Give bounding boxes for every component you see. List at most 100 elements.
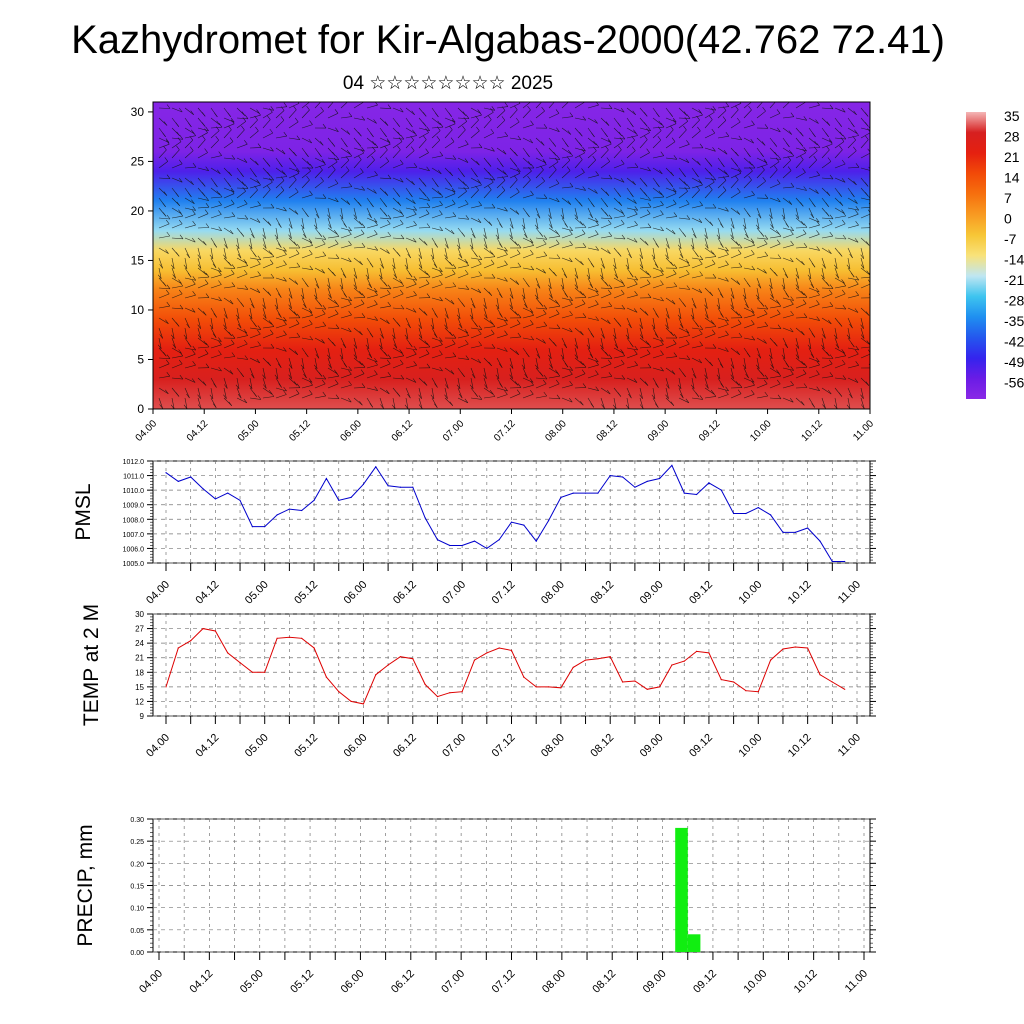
wind-barb-flag <box>387 104 392 109</box>
wind-barb <box>236 377 240 389</box>
wind-barb-flag <box>384 191 389 196</box>
wind-barb <box>704 177 716 181</box>
wind-barb-flag <box>491 203 496 209</box>
wind-barb <box>405 387 411 399</box>
pmsl-point <box>510 521 513 523</box>
wind-barb <box>353 233 365 239</box>
wind-barb-flag <box>322 391 327 397</box>
wind-barb-flag <box>595 300 599 305</box>
wind-barb-flag <box>669 112 673 117</box>
wind-barb-flag <box>309 335 314 341</box>
wind-barb-flag <box>854 238 859 243</box>
wind-barb-flag <box>353 214 357 219</box>
wind-barb-flag <box>595 290 599 296</box>
wind-barb <box>678 237 682 249</box>
wind-barb <box>821 149 830 159</box>
wind-barb <box>587 147 600 149</box>
colorbar-label: -42 <box>1004 334 1024 350</box>
wind-barb-flag <box>465 140 469 145</box>
wind-barb-flag <box>644 311 649 316</box>
x-tick-label: 08.00 <box>539 732 567 760</box>
wind-barb-flag <box>826 121 831 126</box>
wind-barb-flag <box>309 390 313 395</box>
wind-barb <box>249 119 258 129</box>
wind-barb-flag <box>699 271 703 276</box>
wind-barb-flag <box>423 241 428 246</box>
wind-barb-flag <box>439 296 443 302</box>
pmsl-point <box>708 482 710 484</box>
wind-barb <box>821 217 834 220</box>
wind-barb-flag <box>569 300 573 305</box>
wind-barb <box>392 377 404 380</box>
wind-barb-flag <box>625 334 630 339</box>
wind-barb-flag <box>308 97 311 101</box>
wind-barb-flag <box>581 148 585 154</box>
temperature-point <box>807 647 809 649</box>
wind-barb-flag <box>504 277 508 282</box>
wind-barb <box>795 387 808 389</box>
wind-barb <box>808 337 812 349</box>
wind-barb <box>496 180 506 189</box>
wind-barb <box>275 247 287 252</box>
wind-barb-flag <box>527 105 531 111</box>
wind-barb <box>743 170 753 179</box>
wind-barb-flag <box>658 120 662 125</box>
wind-barb-flag <box>515 350 519 355</box>
wind-barb <box>574 267 579 279</box>
temperature-point <box>646 688 648 690</box>
field-y-tick-label: 10 <box>131 303 145 317</box>
wind-barb <box>418 267 428 276</box>
wind-barb-flag <box>374 300 378 305</box>
wind-barb <box>236 265 248 269</box>
wind-barb-flag <box>278 243 282 248</box>
wind-barb <box>340 102 348 109</box>
temperature-point <box>190 640 192 642</box>
wind-barb-flag <box>386 219 391 225</box>
wind-barb <box>509 227 513 239</box>
wind-barb <box>171 327 175 339</box>
wind-barb <box>327 236 339 239</box>
wind-barb <box>353 303 365 309</box>
wind-barb-flag <box>175 322 180 327</box>
wind-barb <box>392 177 404 183</box>
wind-barb <box>418 353 430 359</box>
wind-barb-flag <box>400 135 405 140</box>
wind-barb-flag <box>509 364 514 369</box>
pmsl-point <box>819 540 821 542</box>
wind-barb-flag <box>801 401 805 406</box>
wind-barb <box>743 253 755 259</box>
wind-barb-flag <box>556 394 561 399</box>
wind-barb <box>665 377 670 389</box>
wind-barb-flag <box>426 126 430 131</box>
wind-barb-flag <box>322 374 327 380</box>
wind-barb <box>782 297 794 301</box>
wind-barb <box>223 297 234 305</box>
wind-barb-flag <box>306 175 310 181</box>
wind-barb-flag <box>192 210 196 215</box>
wind-barb-flag <box>595 386 599 391</box>
wind-barb <box>418 387 422 399</box>
wind-barb <box>210 187 220 195</box>
wind-barb-flag <box>842 234 847 240</box>
wind-barb <box>262 307 267 319</box>
wind-barb-flag <box>281 170 286 175</box>
wind-barb-flag <box>303 303 307 309</box>
wind-barb-flag <box>191 378 196 383</box>
wind-barb-flag <box>586 274 591 279</box>
wind-barb <box>262 333 274 339</box>
wind-barb-flag <box>183 334 188 339</box>
wind-barb-flag <box>552 142 557 147</box>
wind-barb <box>327 313 339 319</box>
wind-barb <box>197 377 207 386</box>
wind-barb-flag <box>361 363 366 368</box>
wind-barb-flag <box>322 235 327 240</box>
wind-barb <box>808 217 820 223</box>
wind-barb-flag <box>785 293 790 298</box>
wind-barb <box>197 213 209 219</box>
wind-barb <box>626 224 638 229</box>
wind-barb-flag <box>543 251 548 256</box>
wind-barb <box>730 191 741 199</box>
wind-barb <box>353 387 366 389</box>
wind-barb-flag <box>332 341 336 347</box>
wind-barb <box>470 205 482 209</box>
